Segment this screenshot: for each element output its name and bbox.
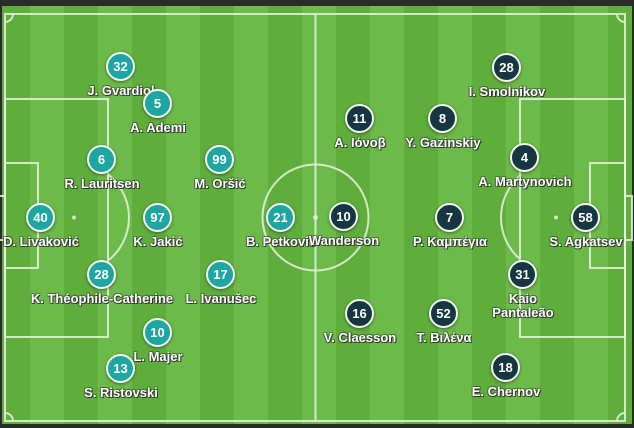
player-number: 8 — [438, 111, 447, 126]
player-number: 18 — [498, 360, 513, 375]
player-number: 28 — [94, 267, 109, 282]
player-name-label: A. Ademi — [130, 120, 186, 135]
player-name-label: D. Livaković — [3, 234, 79, 249]
player-name-label: L. Majer — [133, 349, 183, 364]
player-shirt-circle[interactable]: 28 — [492, 53, 521, 82]
player-shirt-circle[interactable]: 4 — [510, 143, 539, 172]
player-number: 28 — [499, 60, 514, 75]
player-number: 52 — [436, 306, 451, 321]
player-name-label: L. Ivanušec — [185, 291, 257, 306]
player-number: 21 — [273, 210, 288, 225]
player-name-label: E. Chernov — [471, 384, 541, 399]
player-name-label: A. Ιόνοβ — [334, 135, 386, 150]
player-shirt-circle[interactable]: 7 — [435, 203, 464, 232]
player-shirt-circle[interactable]: 99 — [205, 145, 234, 174]
player-number: 4 — [520, 150, 529, 165]
player-shirt-circle[interactable]: 16 — [345, 299, 374, 328]
player-name-label: B. Petković — [245, 234, 317, 249]
player-name-label: Ρ. Καμπέγια — [413, 234, 487, 249]
player-shirt-circle[interactable]: 97 — [143, 203, 172, 232]
player-name-label: S. Agkatsev — [549, 234, 623, 249]
player-number: 10 — [150, 325, 165, 340]
player-name-label: Wanderson — [308, 233, 380, 248]
player-number: 17 — [213, 267, 228, 282]
player-number: 16 — [352, 306, 367, 321]
player-shirt-circle[interactable]: 32 — [106, 52, 135, 81]
player-name-label: M. Oršić — [194, 176, 246, 191]
player-shirt-circle[interactable]: 52 — [429, 299, 458, 328]
player-shirt-circle[interactable]: 28 — [87, 260, 116, 289]
player-shirt-circle[interactable]: 6 — [87, 145, 116, 174]
player-shirt-circle[interactable]: 10 — [329, 202, 358, 231]
player-shirt-circle[interactable]: 40 — [26, 203, 55, 232]
player-name-label: I. Smolnikov — [468, 84, 546, 99]
player-number: 32 — [113, 59, 128, 74]
player-shirt-circle[interactable]: 18 — [491, 353, 520, 382]
player-shirt-circle[interactable]: 8 — [428, 104, 457, 133]
player-name-label: K. Théophile-Catherine — [30, 291, 174, 306]
player-number: 99 — [212, 152, 227, 167]
player-name-label: J. Gvardiol — [87, 83, 155, 98]
player-shirt-circle[interactable]: 13 — [106, 354, 135, 383]
player-name-label: Y. Gazinskiy — [405, 135, 481, 150]
player-name-label: S. Ristovski — [84, 385, 158, 400]
player-name-label: R. Lauritsen — [64, 176, 140, 191]
player-number: 7 — [445, 210, 454, 225]
player-number: 58 — [578, 210, 593, 225]
player-shirt-circle[interactable]: 17 — [206, 260, 235, 289]
player-name-label: K. Jakić — [133, 234, 183, 249]
player-number: 40 — [33, 210, 48, 225]
player-shirt-circle[interactable]: 31 — [508, 260, 537, 289]
player-shirt-circle[interactable]: 11 — [345, 104, 374, 133]
player-name-label: A. Martynovich — [478, 174, 572, 189]
player-name-label: Τ. Βιλένα — [416, 330, 472, 345]
player-number: 11 — [352, 111, 367, 126]
player-shirt-circle[interactable]: 21 — [266, 203, 295, 232]
player-number: 31 — [515, 267, 530, 282]
player-name-label: V. Claesson — [323, 330, 397, 345]
player-shirt-circle[interactable]: 5 — [143, 89, 172, 118]
player-shirt-circle[interactable]: 58 — [571, 203, 600, 232]
player-shirt-circle[interactable]: 10 — [143, 318, 172, 347]
player-number: 5 — [153, 96, 162, 111]
player-number: 97 — [150, 210, 165, 225]
player-number: 10 — [336, 209, 351, 224]
player-number: 13 — [113, 361, 128, 376]
player-number: 6 — [97, 152, 106, 167]
player-name-label: Kaio Pantaleão — [492, 291, 554, 320]
